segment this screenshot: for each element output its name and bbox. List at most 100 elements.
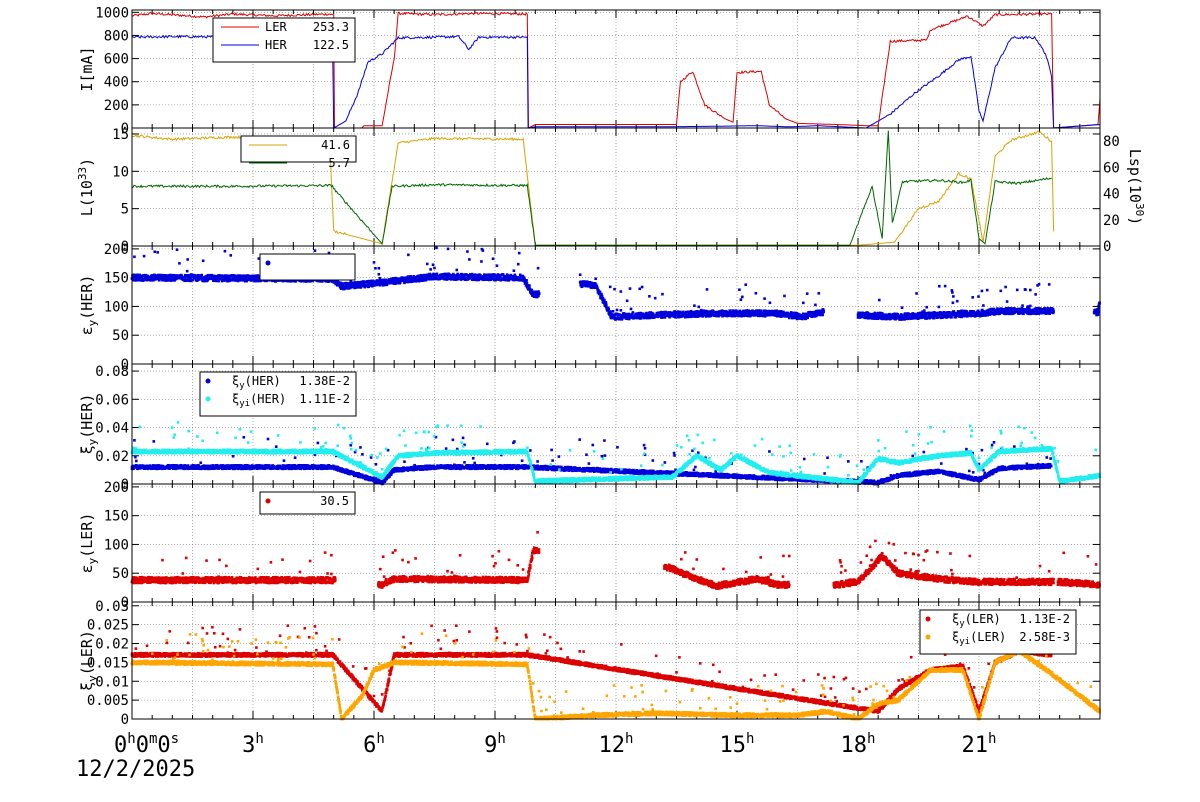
y2-tick-label: 80 [1103, 134, 1120, 150]
y-axis-label: L(1033) [76, 158, 96, 216]
data-point [186, 270, 189, 273]
data-point [538, 292, 541, 295]
data-point [1029, 305, 1032, 308]
y-tick-label: 200 [104, 98, 129, 114]
data-point [143, 255, 146, 258]
data-point [950, 316, 953, 319]
data-point [632, 311, 635, 314]
data-point [763, 297, 766, 300]
data-point [607, 308, 610, 311]
data-point [407, 254, 410, 257]
data-point [966, 310, 969, 313]
data-point [769, 301, 772, 304]
y2label-base: Lsp(10 [1126, 149, 1144, 203]
data-point [224, 250, 227, 253]
data-point [944, 285, 947, 288]
ylabel-sup: 33 [76, 167, 89, 180]
data-point [153, 250, 156, 253]
data-point [982, 304, 985, 307]
data-point [782, 311, 785, 314]
y-tick-label: 200 [104, 242, 129, 258]
data-point [1029, 289, 1032, 292]
data-point [938, 285, 941, 288]
data-point [706, 288, 709, 291]
data-point [275, 445, 278, 448]
y-tick-label: 800 [104, 28, 129, 44]
data-point [199, 461, 202, 464]
y-tick-label: 0.06 [95, 392, 129, 408]
legend-entry-name: LER [265, 20, 287, 34]
y-tick-label: 150 [104, 271, 129, 287]
data-point [613, 288, 616, 291]
data-point [232, 455, 235, 458]
data-point [999, 290, 1002, 293]
data-point [191, 279, 194, 282]
data-point [294, 456, 297, 459]
data-point [492, 257, 495, 260]
y-tick-label: 600 [104, 52, 129, 68]
data-point [693, 304, 696, 307]
y2-tick-label: 40 [1103, 187, 1120, 203]
data-point [409, 275, 412, 278]
data-point [901, 306, 904, 309]
y2-tick-label: 0 [1103, 239, 1111, 255]
data-point [601, 295, 604, 298]
data-point [1052, 310, 1055, 313]
data-point [436, 273, 439, 276]
legend-entry-value: 122.5 [313, 38, 349, 52]
data-point [496, 264, 499, 267]
data-point [654, 297, 657, 300]
data-point [1097, 313, 1100, 316]
data-point [1097, 310, 1100, 313]
legend-entry-value: 253.3 [313, 20, 349, 34]
data-point [697, 306, 700, 309]
y-tick-label: 0.02 [95, 449, 129, 465]
data-point [609, 311, 612, 314]
data-point [133, 439, 136, 442]
data-point [152, 440, 155, 443]
data-point [579, 273, 582, 276]
data-point [528, 285, 531, 288]
legend-entry-value: 5.7 [328, 156, 350, 170]
ylabel-base: ε [78, 326, 96, 335]
data-point [802, 302, 805, 305]
data-point [517, 263, 520, 266]
ylabel-end: ) [78, 158, 96, 167]
data-point [525, 279, 528, 282]
data-point [603, 299, 606, 302]
data-point [612, 310, 615, 313]
data-point [626, 299, 629, 302]
data-point [951, 291, 954, 294]
y-tick-label: 400 [104, 75, 129, 91]
data-point [317, 442, 320, 445]
data-point [594, 277, 597, 280]
legend-entry-value: 41.6 [321, 138, 350, 152]
data-point [616, 309, 619, 312]
data-point [806, 292, 809, 295]
ylabel-base: L(10 [78, 180, 96, 216]
data-point [956, 300, 959, 303]
legend-entry-name: HER [265, 38, 287, 52]
y2-tick-label: 20 [1103, 213, 1120, 229]
data-point [378, 273, 381, 276]
data-point [1038, 283, 1041, 286]
data-point [609, 286, 612, 289]
data-point [176, 248, 179, 251]
ylabel-end: (HER) [78, 275, 96, 320]
y-tick-label: 10 [112, 164, 129, 180]
data-point [822, 311, 825, 314]
data-point [156, 251, 159, 254]
data-point [314, 249, 317, 252]
data-point [537, 267, 540, 270]
data-point [1004, 286, 1007, 289]
data-point [466, 250, 469, 253]
data-point [283, 459, 286, 462]
data-point [480, 260, 483, 263]
data-point [648, 295, 651, 298]
data-point [373, 261, 376, 264]
legend [260, 254, 355, 280]
data-point [620, 290, 623, 293]
data-point [981, 290, 984, 293]
